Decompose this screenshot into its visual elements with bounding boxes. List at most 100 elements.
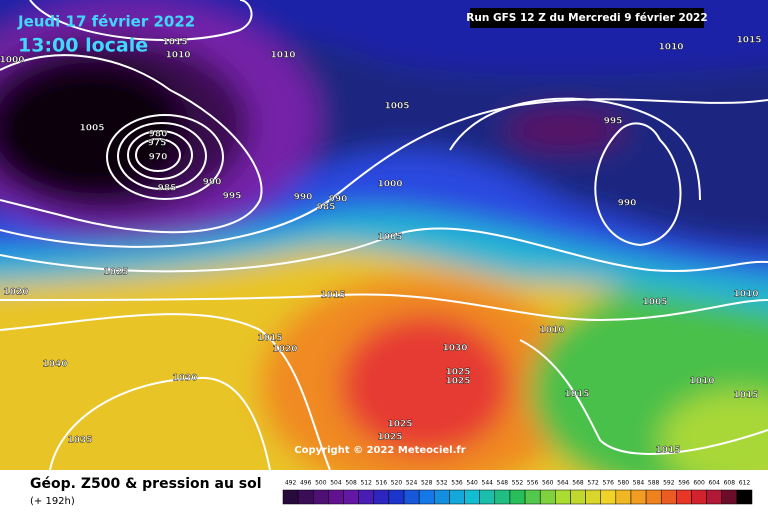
isobar-label: 1015: [162, 38, 187, 48]
isobar-label: 1010: [270, 51, 295, 61]
isobar-label: 995: [604, 117, 623, 127]
isobar-label: 1000: [0, 56, 25, 66]
scale-label: 544: [482, 480, 494, 487]
scale-label: 596: [678, 480, 690, 487]
scale-swatch: [494, 489, 511, 505]
legend-subtitle: (+ 192h): [30, 496, 75, 507]
scale-label: 552: [512, 480, 524, 487]
isobar-label: 1025: [445, 377, 470, 387]
copyright: Copyright © 2022 Meteociel.fr: [294, 445, 465, 456]
scale-label: 604: [708, 480, 720, 487]
scale-label: 536: [451, 480, 463, 487]
scale-swatch: [736, 489, 753, 505]
scale-swatch: [297, 489, 314, 505]
isobar-label: 975: [148, 139, 167, 149]
scale-label: 528: [421, 480, 433, 487]
scale-label: 564: [557, 480, 569, 487]
scale-swatch: [449, 489, 465, 505]
isobar-label: 990: [618, 199, 637, 209]
scale-label: 520: [391, 480, 403, 487]
isobar-label: 1015: [733, 391, 758, 401]
scale-label: 504: [330, 480, 342, 487]
run-label: Run GFS 12 Z du Mercredi 9 février 2022: [466, 12, 707, 24]
isobar-label: 1025: [387, 420, 412, 430]
scale-label: 500: [315, 480, 327, 487]
isobar-label: 1025: [103, 268, 128, 278]
isobar-label: 990: [203, 178, 222, 188]
isobar-label: 1035: [67, 436, 92, 446]
scale-swatch: [585, 489, 601, 505]
scale-label: 568: [572, 480, 584, 487]
isobar-label: 1010: [689, 377, 714, 387]
scale-label: 540: [466, 480, 478, 487]
isobar-label: 1025: [445, 368, 470, 378]
scale-swatch: [615, 489, 632, 505]
scale-label: 492: [285, 480, 297, 487]
isobar-label: 1000: [377, 180, 402, 190]
scale-swatch: [313, 489, 329, 505]
scale-label: 556: [527, 480, 539, 487]
isobar-label: 990: [329, 195, 348, 205]
isobar-label: 1020: [3, 288, 28, 298]
isobar-label: 980: [149, 130, 168, 140]
isobar-label: 1025: [377, 433, 402, 443]
scale-swatch: [721, 489, 738, 505]
scale-swatch: [706, 489, 722, 505]
scale-swatch: [660, 489, 677, 505]
scale-label: 524: [406, 480, 418, 487]
scale-swatch: [600, 489, 617, 505]
scale-swatch: [418, 489, 435, 505]
scale-swatch: [479, 489, 496, 505]
scale-label: 548: [497, 480, 509, 487]
isobar-label: 1010: [539, 326, 564, 336]
isobar-label: 1010: [733, 290, 758, 300]
scale-swatch: [570, 489, 586, 505]
date-label: Jeudi 17 février 2022: [17, 13, 195, 31]
scale-swatch: [509, 489, 526, 505]
isobar-label: 1005: [642, 298, 667, 308]
scale-label: 576: [603, 480, 615, 487]
scale-swatch: [464, 489, 480, 505]
isobar-label: 1015: [257, 334, 282, 344]
scale-swatch: [343, 489, 359, 505]
scale-label: 560: [542, 480, 554, 487]
scale-label: 516: [376, 480, 388, 487]
scale-swatch: [676, 489, 692, 505]
isobar-label: 1040: [42, 360, 67, 370]
isobar-label: 985: [317, 203, 336, 213]
isobar-label: 1015: [320, 291, 345, 301]
isobar-label: 1015: [655, 446, 680, 456]
scale-label: 600: [693, 480, 705, 487]
isobar-label: 1005: [377, 233, 402, 243]
isobar-label: 1015: [736, 36, 761, 46]
isobar-label: 1030: [442, 344, 467, 354]
isobar-label: 1010: [658, 43, 683, 53]
scale-swatch: [358, 489, 375, 505]
scale-swatch: [373, 489, 390, 505]
scale-swatch: [539, 489, 556, 505]
scale-label: 512: [360, 480, 372, 487]
scale-swatch: [388, 489, 405, 505]
run-box: [470, 8, 704, 28]
scale-swatch: [282, 489, 299, 505]
scale-label: 588: [648, 480, 660, 487]
isobar-label: 985: [158, 184, 177, 194]
scale-label: 580: [618, 480, 630, 487]
isobar-label: 970: [149, 153, 168, 163]
legend-title: Géop. Z500 & pression au sol: [30, 476, 262, 492]
scale-swatch: [524, 489, 541, 505]
isobar-label: 990: [294, 193, 313, 203]
scale-swatch: [434, 489, 450, 505]
scale-swatch: [645, 489, 662, 505]
time-label: 13:00 locale: [18, 35, 148, 57]
isobars: [0, 0, 768, 470]
isobar-label: 1030: [172, 374, 197, 384]
isobar-label: 1005: [79, 124, 104, 134]
scale-swatch: [403, 489, 420, 505]
color-scale: 492 496 500 504 508 512 516 520 524 528 532 536 540 5…: [282, 480, 753, 505]
isobar-label: 1020: [272, 345, 297, 355]
scale-swatch: [691, 489, 707, 505]
scale-swatch: [328, 489, 344, 505]
